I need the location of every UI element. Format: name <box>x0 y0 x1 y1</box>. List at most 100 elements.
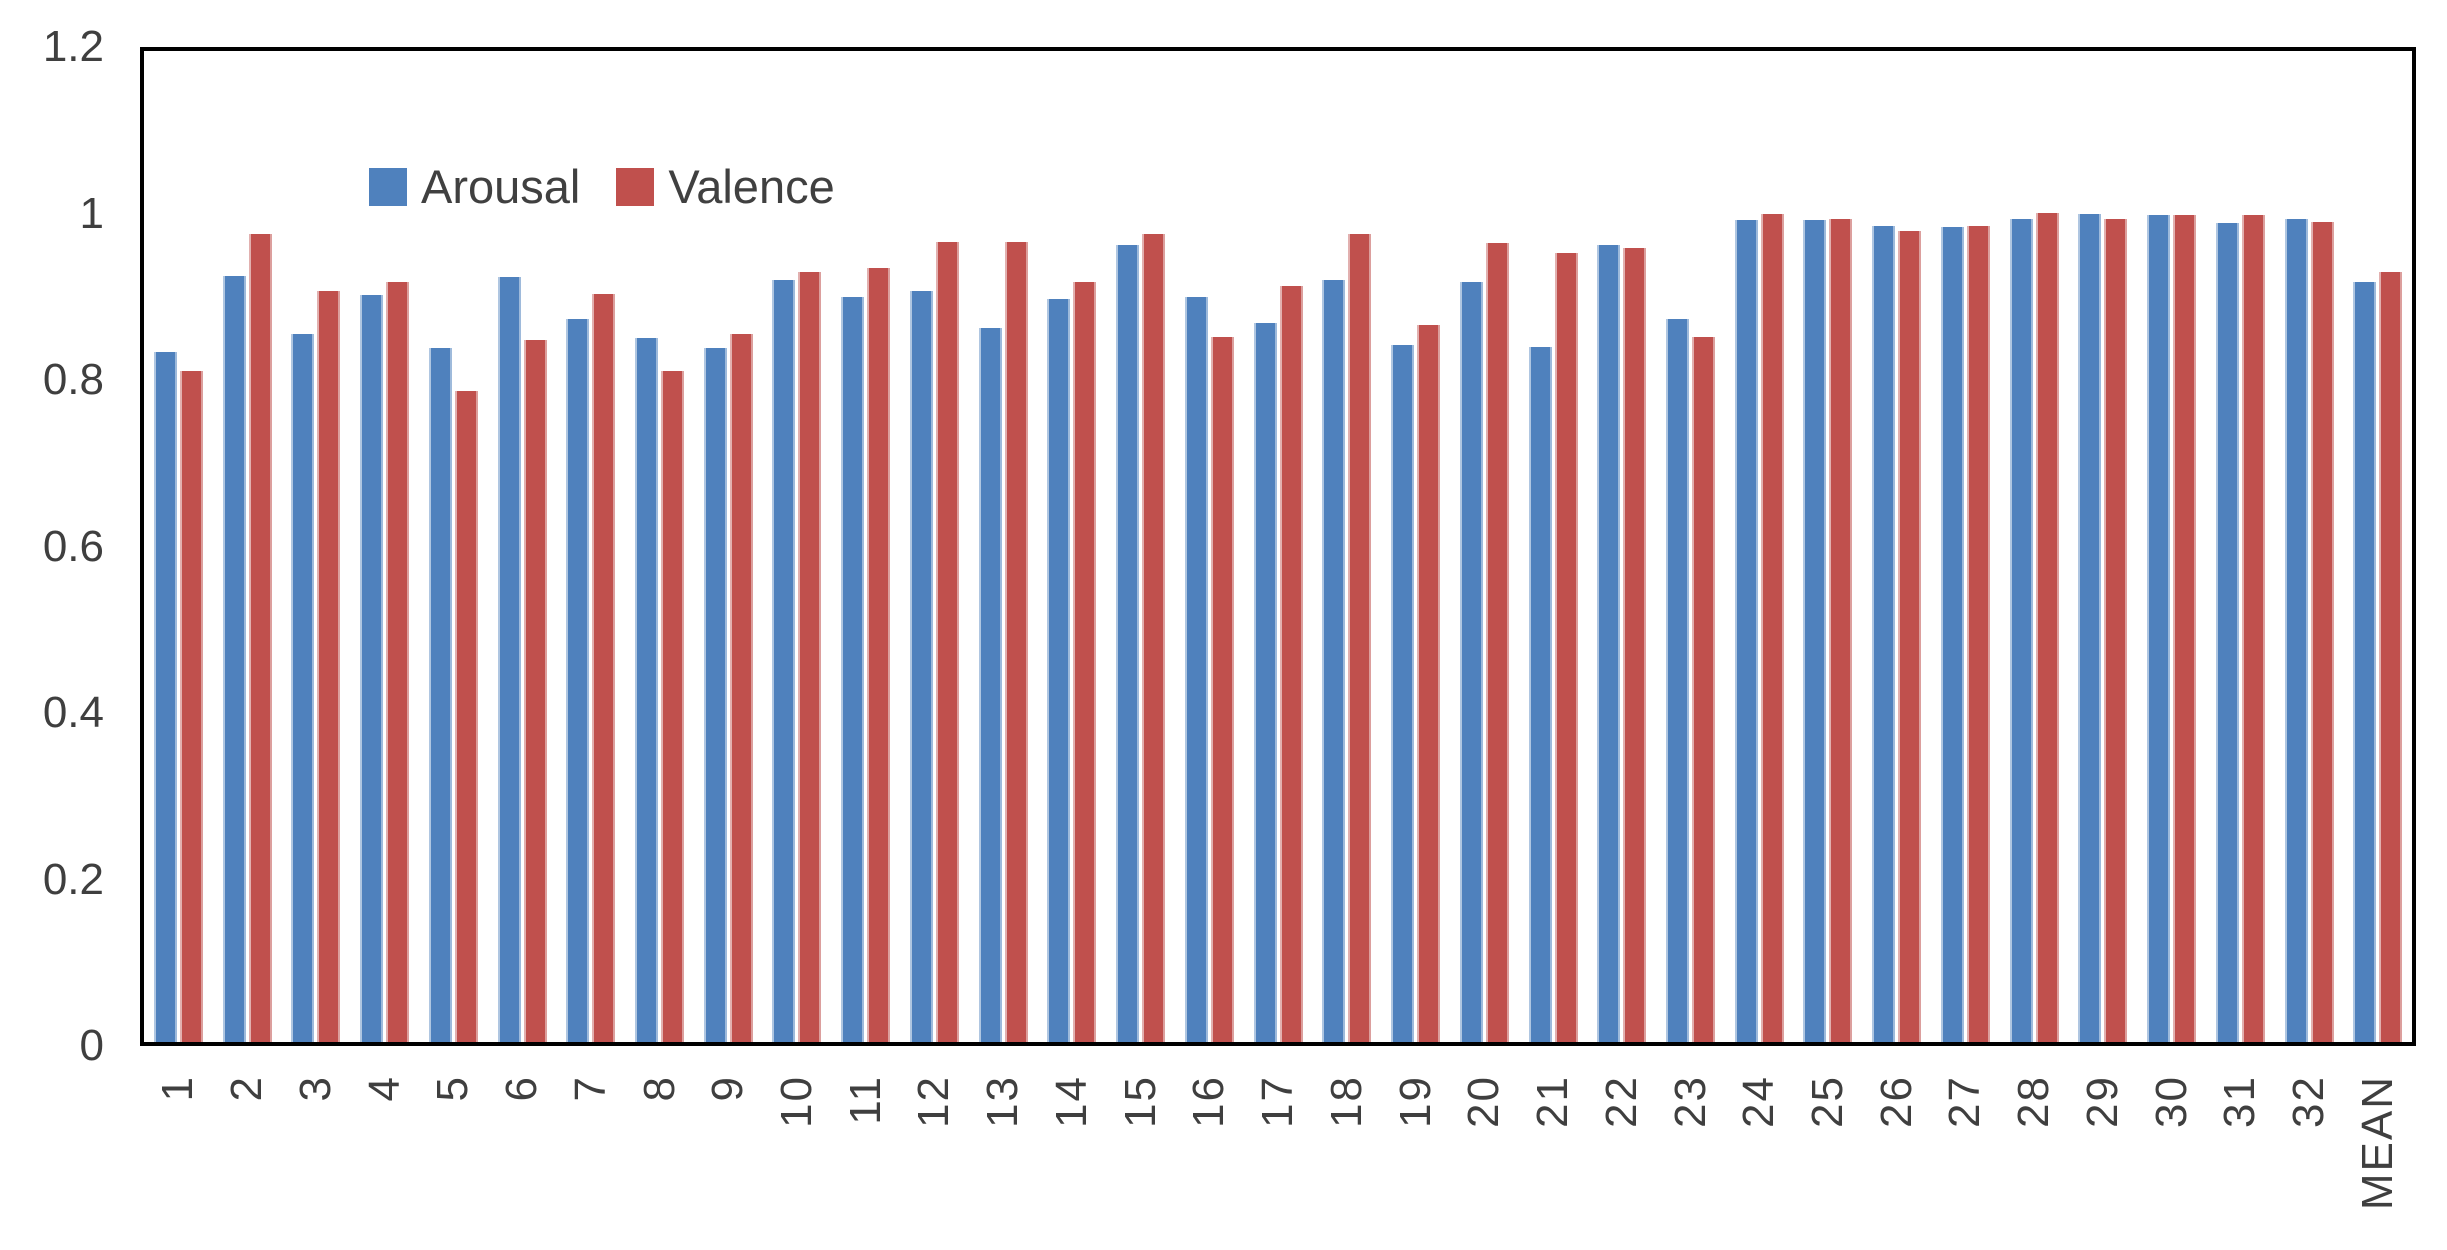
bar-valence-25 <box>1829 219 1853 1042</box>
x-tick-label: 23 <box>1665 1075 1715 1128</box>
bar-arousal-7 <box>566 319 590 1042</box>
y-tick-label: 1.2 <box>42 22 104 71</box>
bar-arousal-8 <box>635 337 658 1042</box>
x-tick-label: 15 <box>1115 1075 1165 1128</box>
x-tick-label: 4 <box>359 1075 409 1102</box>
x-tick-label: 28 <box>2009 1075 2059 1128</box>
x-tick-cell: 5 <box>419 1075 488 1250</box>
x-tick-cell: 22 <box>1587 1075 1656 1250</box>
bar-valence-26 <box>1898 231 1922 1042</box>
x-tick-label: 14 <box>1046 1075 1096 1128</box>
bar-valence-11 <box>867 268 891 1042</box>
x-tick-cell: 4 <box>350 1075 419 1250</box>
bar-valence-15 <box>1142 233 1166 1042</box>
bar-arousal-27 <box>1940 226 1964 1042</box>
x-tick-label: 1 <box>153 1075 203 1102</box>
x-tick-cell: 19 <box>1381 1075 1450 1250</box>
bar-arousal-14 <box>1047 298 1071 1042</box>
bar-arousal-17 <box>1253 322 1277 1042</box>
bar-group-22 <box>1587 51 1656 1042</box>
x-tick-label: 3 <box>290 1075 340 1102</box>
bar-group-3 <box>281 51 350 1042</box>
x-tick-label: 2 <box>222 1075 272 1102</box>
bar-valence-7 <box>592 293 616 1042</box>
x-tick-cell: 18 <box>1312 1075 1381 1250</box>
bar-arousal-12 <box>909 290 933 1042</box>
bar-group-7 <box>556 51 625 1042</box>
x-tick-cell: 10 <box>763 1075 832 1250</box>
bar-valence-20 <box>1485 242 1509 1042</box>
x-tick-label: 32 <box>2284 1075 2334 1128</box>
x-tick-label: 13 <box>978 1075 1028 1128</box>
bar-arousal-11 <box>841 297 865 1042</box>
bar-arousal-30 <box>2147 214 2171 1042</box>
x-tick-label: 27 <box>1940 1075 1990 1128</box>
bar-valence-6 <box>523 340 547 1042</box>
bar-arousal-1 <box>153 351 177 1042</box>
bar-valence-16 <box>1210 336 1234 1042</box>
x-tick-cell: 6 <box>488 1075 557 1250</box>
x-tick-label: 25 <box>1802 1075 1852 1128</box>
bar-group-4 <box>350 51 419 1042</box>
bar-arousal-26 <box>1872 226 1896 1042</box>
y-tick-label: 0.6 <box>42 521 104 571</box>
bar-group-23 <box>1656 51 1725 1042</box>
x-tick-label: 9 <box>703 1075 753 1102</box>
bar-groups <box>144 51 2412 1042</box>
bar-arousal-16 <box>1184 297 1208 1042</box>
bar-valence-9 <box>729 334 753 1042</box>
legend-swatch-arousal <box>369 167 407 206</box>
bar-valence-30 <box>2173 214 2197 1042</box>
bar-arousal-6 <box>497 277 521 1042</box>
x-tick-cell: 8 <box>625 1075 694 1250</box>
x-tick-label: 6 <box>497 1075 547 1102</box>
bar-arousal-31 <box>2215 222 2239 1042</box>
legend-swatch-valence <box>616 167 655 206</box>
bar-arousal-22 <box>1597 245 1621 1042</box>
y-tick-label: 1 <box>79 188 104 238</box>
x-tick-label: 24 <box>1734 1075 1784 1128</box>
bar-group-20 <box>1450 51 1519 1042</box>
legend-item-valence: Valence <box>616 163 835 210</box>
x-tick-label: 11 <box>840 1075 890 1125</box>
x-tick-label: 26 <box>1871 1075 1921 1128</box>
bar-valence-4 <box>386 282 410 1042</box>
bar-group-21 <box>1519 51 1588 1042</box>
bar-arousal-24 <box>1734 220 1758 1042</box>
x-tick-label: 18 <box>1321 1075 1371 1128</box>
y-tick-label: 0 <box>79 1021 104 1070</box>
x-tick-label: 29 <box>2077 1075 2127 1128</box>
bar-group-26 <box>1862 51 1931 1042</box>
bar-valence-12 <box>935 241 959 1042</box>
bar-group-11 <box>831 51 900 1042</box>
x-tick-cell: 23 <box>1656 1075 1725 1250</box>
bar-group-32 <box>2275 51 2344 1042</box>
bar-valence-22 <box>1623 248 1647 1042</box>
bar-valence-29 <box>2104 219 2128 1042</box>
bar-valence-13 <box>1004 241 1028 1042</box>
x-tick-label: 22 <box>1596 1075 1646 1128</box>
x-tick-label: 19 <box>1390 1075 1440 1128</box>
x-tick-cell: 29 <box>2069 1075 2138 1250</box>
bar-valence-1 <box>179 371 203 1042</box>
bar-valence-24 <box>1760 213 1784 1042</box>
bar-valence-31 <box>2241 214 2265 1042</box>
bar-group-16 <box>1175 51 1244 1042</box>
y-tick-label: 0.4 <box>42 688 104 737</box>
bar-group-12 <box>900 51 969 1042</box>
x-tick-cell: 2 <box>213 1075 282 1250</box>
bar-valence-14 <box>1073 282 1097 1042</box>
bar-arousal-25 <box>1803 220 1827 1042</box>
bar-arousal-3 <box>291 334 315 1042</box>
bar-group-6 <box>488 51 557 1042</box>
x-tick-label: 8 <box>634 1075 684 1102</box>
bar-valence-28 <box>2035 212 2059 1042</box>
bar-arousal-29 <box>2078 213 2102 1042</box>
x-tick-cell: 7 <box>556 1075 625 1250</box>
bar-arousal-13 <box>978 328 1002 1042</box>
bar-group-31 <box>2206 51 2275 1042</box>
bar-group-15 <box>1106 51 1175 1042</box>
bar-group-2 <box>213 51 282 1042</box>
x-tick-label: 30 <box>2146 1075 2196 1128</box>
x-tick-cell: MEAN <box>2344 1075 2413 1250</box>
